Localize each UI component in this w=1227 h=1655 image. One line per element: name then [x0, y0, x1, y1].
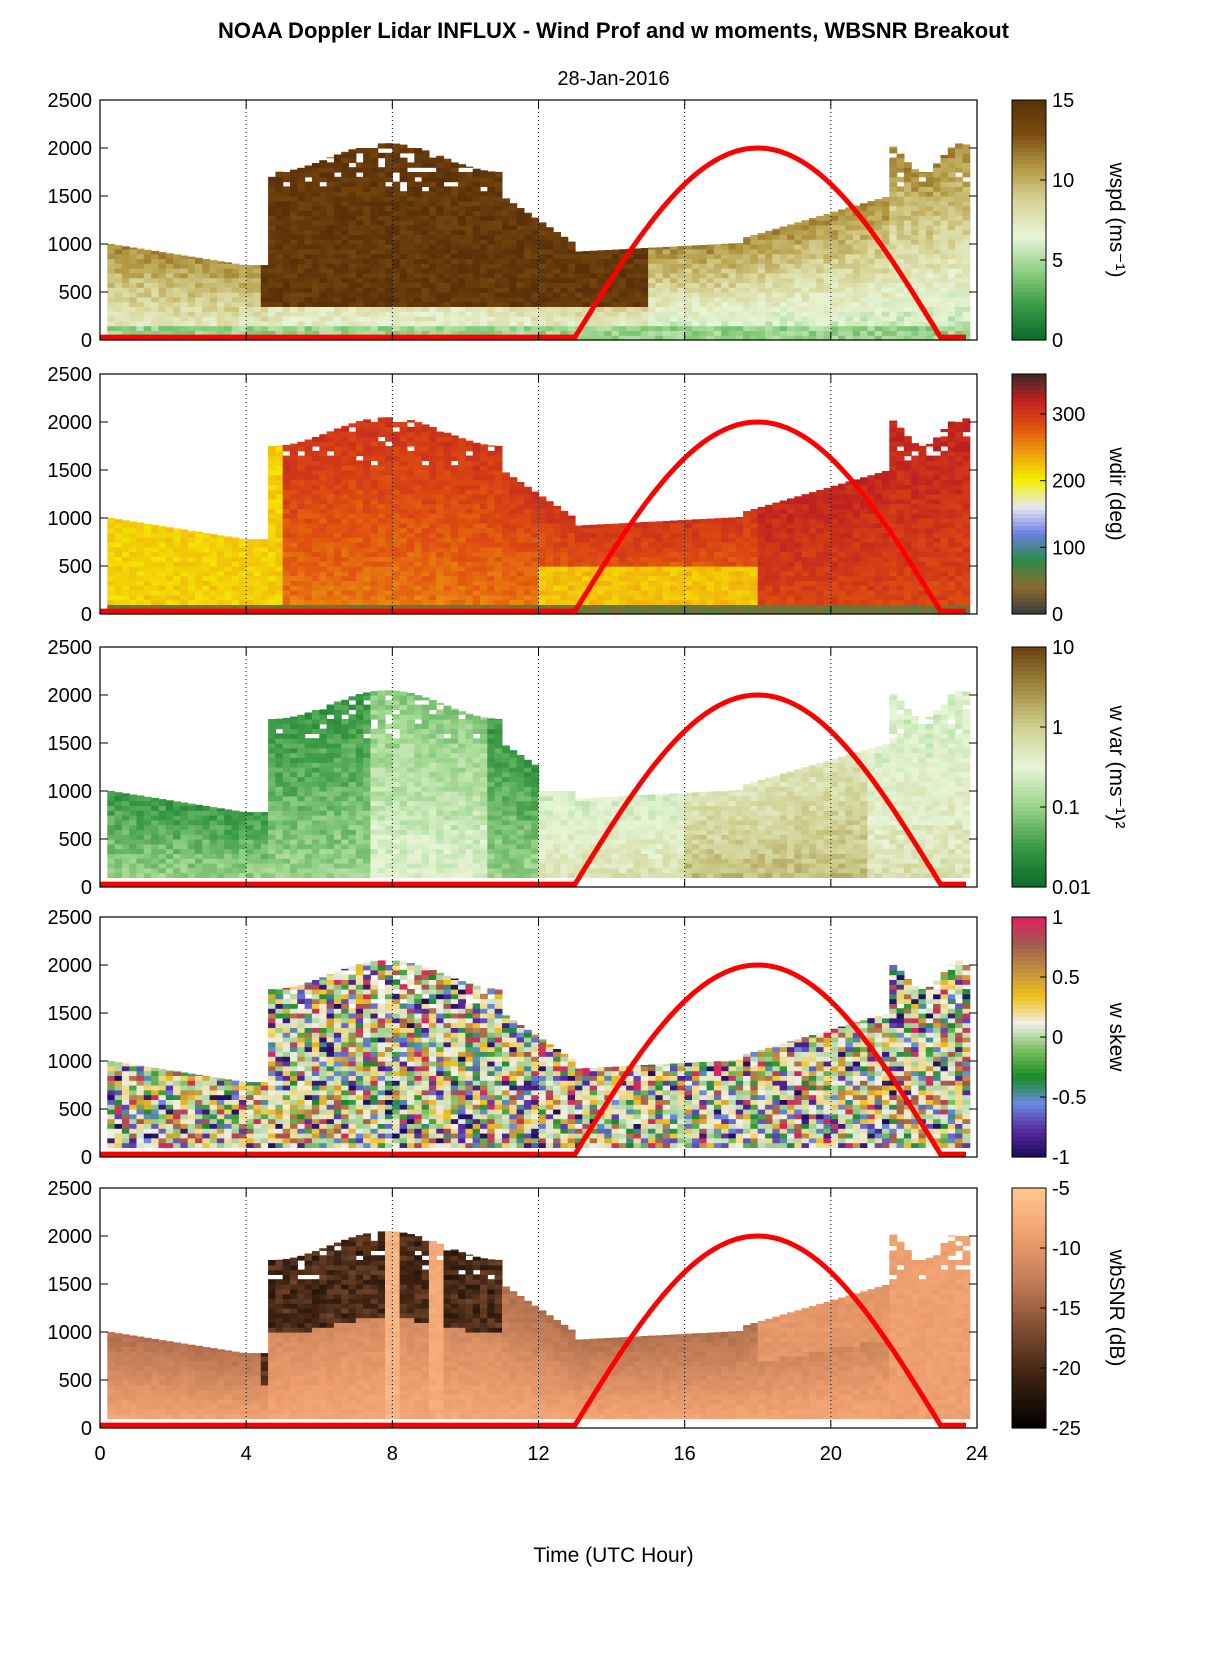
x-tick-label: 4	[241, 1443, 252, 1465]
sun-elevation-curve	[100, 692, 966, 887]
y-tick-label: 2000	[48, 1226, 93, 1248]
y-tick-label: 0	[81, 877, 92, 899]
y-tick-label: 0	[81, 1418, 92, 1440]
panel-4: 0 500 1000 1500 2000 2500 -1 -0.5 0 0.5 1 w skew	[48, 907, 1129, 1169]
y-tick-label: 1000	[48, 1322, 93, 1344]
sun-elevation-curve	[100, 962, 966, 1157]
colorbar-tick-label: 300	[1052, 404, 1085, 426]
colorbar: 0 5 10 15 wspd (ms⁻¹)	[1011, 90, 1128, 352]
sun-elevation-curve	[100, 419, 966, 614]
y-tick-label: 2000	[48, 955, 93, 977]
figure-title: NOAA Doppler Lidar INFLUX - Wind Prof an…	[217, 18, 1009, 43]
colorbar-tick-label: 0.01	[1052, 877, 1091, 899]
colorbar-frame	[1011, 99, 1047, 341]
panel-3: 0 500 1000 1500 2000 2500 0.01 0.1 1 10 w var (ms⁻…	[48, 637, 1129, 899]
x-axis-label: Time (UTC Hour)	[533, 1544, 694, 1567]
colorbar-tick-label: 1	[1052, 907, 1063, 929]
colorbar: 0.01 0.1 1 10 w var (ms⁻¹)²	[1011, 637, 1128, 899]
y-tick-label: 2500	[48, 90, 93, 112]
x-tick-label: 12	[527, 1443, 549, 1465]
colorbar-tick-label: 0	[1052, 604, 1063, 626]
y-tick-label: 2000	[48, 412, 93, 434]
heatmap-cells	[107, 1231, 971, 1419]
colorbar-tick-label: 0.5	[1052, 967, 1080, 989]
panel-1: 0 500 1000 1500 2000 2500 0 5 10 15 wspd (ms⁻¹)	[48, 90, 1129, 352]
y-tick-label: 2500	[48, 637, 93, 659]
colorbar-tick-label: 100	[1052, 537, 1085, 559]
colorbar-tick-label: -20	[1052, 1358, 1081, 1380]
colorbar-frame	[1011, 373, 1047, 615]
x-tick-label: 8	[387, 1443, 398, 1465]
y-tick-label: 1000	[48, 234, 93, 256]
colorbar-tick-label: 10	[1052, 637, 1074, 659]
colorbar-tick-label: 200	[1052, 471, 1085, 493]
colorbar-tick-label: -15	[1052, 1298, 1081, 1320]
colorbar-tick-label: -5	[1052, 1178, 1070, 1200]
y-tick-label: 500	[59, 1370, 92, 1392]
y-tick-label: 2000	[48, 685, 93, 707]
colorbar-tick-label: 15	[1052, 90, 1074, 112]
colorbar-tick-label: 1	[1052, 717, 1063, 739]
y-tick-label: 1500	[48, 186, 93, 208]
y-tick-label: 2500	[48, 364, 93, 386]
colorbar-tick-label: -25	[1052, 1418, 1081, 1440]
heatmap-cells	[107, 960, 971, 1148]
figure-date: 28-Jan-2016	[557, 68, 670, 90]
colorbar-frame	[1011, 646, 1047, 888]
heatmap-cells	[107, 143, 971, 341]
y-tick-label: 2000	[48, 138, 93, 160]
colorbar-tick-label: 0	[1052, 330, 1063, 352]
colorbar-label: wspd (ms⁻¹)	[1105, 162, 1128, 278]
colorbar-label: wdir (deg)	[1105, 446, 1128, 540]
colorbar-tick-label: -0.5	[1052, 1087, 1086, 1109]
x-tick-label: 0	[94, 1443, 105, 1465]
y-tick-label: 2500	[48, 907, 93, 929]
y-tick-label: 500	[59, 282, 92, 304]
colorbar: -25 -20 -15 -10 -5 wbSNR (dB)	[1011, 1178, 1128, 1440]
y-tick-label: 1500	[48, 460, 93, 482]
y-tick-label: 0	[81, 604, 92, 626]
colorbar: 0 100 200 300 wdir (deg)	[1011, 373, 1128, 626]
x-tick-label: 20	[820, 1443, 842, 1465]
y-tick-label: 1000	[48, 508, 93, 530]
y-tick-label: 500	[59, 1099, 92, 1121]
sun-elevation-curve	[100, 145, 966, 340]
y-tick-label: 1000	[48, 1051, 93, 1073]
colorbar-tick-label: -1	[1052, 1147, 1070, 1169]
y-tick-label: 1500	[48, 733, 93, 755]
colorbar-tick-label: 5	[1052, 250, 1063, 272]
y-tick-label: 2500	[48, 1178, 93, 1200]
colorbar-tick-label: 0	[1052, 1027, 1063, 1049]
colorbar-tick-label: 0.1	[1052, 797, 1080, 819]
panel-5: 0 500 1000 1500 2000 2500 0 4 8 12 16 20 24 -25 -20 -15…	[48, 1178, 1129, 1465]
colorbar-tick-label: 10	[1052, 170, 1074, 192]
y-tick-label: 1500	[48, 1274, 93, 1296]
colorbar-label: w skew	[1105, 1002, 1128, 1073]
y-tick-label: 1500	[48, 1003, 93, 1025]
x-tick-label: 16	[674, 1443, 696, 1465]
colorbar: -1 -0.5 0 0.5 1 w skew	[1011, 907, 1128, 1169]
x-tick-label: 24	[966, 1443, 988, 1465]
y-tick-label: 1000	[48, 781, 93, 803]
panel-2: 0 500 1000 1500 2000 2500 0 100 200 300 wdir (deg)	[48, 364, 1129, 626]
y-tick-label: 500	[59, 829, 92, 851]
colorbar-tick-label: -10	[1052, 1238, 1081, 1260]
sun-elevation-curve	[100, 1233, 966, 1428]
y-tick-label: 0	[81, 330, 92, 352]
y-tick-label: 500	[59, 556, 92, 578]
colorbar-label: w var (ms⁻¹)²	[1105, 704, 1128, 828]
y-tick-label: 0	[81, 1147, 92, 1169]
heatmap-cells	[107, 690, 971, 878]
colorbar-label: wbSNR (dB)	[1105, 1249, 1128, 1367]
